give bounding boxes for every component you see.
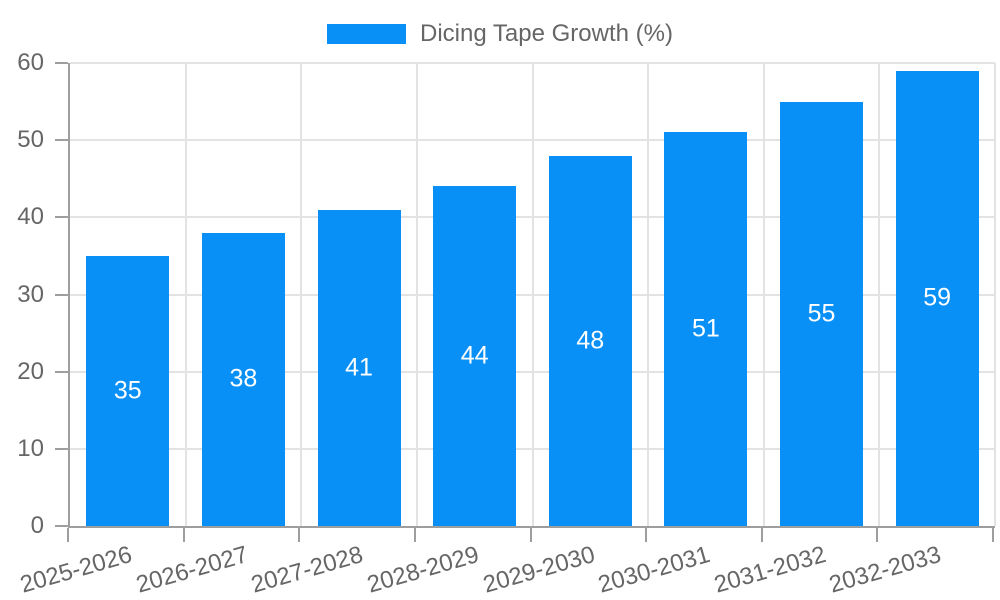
bar-value-label: 48 xyxy=(576,326,605,355)
y-axis-tick xyxy=(55,447,68,450)
bar-2027-2028[interactable]: 41 xyxy=(317,209,401,526)
bar-value-label: 35 xyxy=(113,376,142,405)
y-axis-tick xyxy=(55,525,68,527)
bar-value-label: 51 xyxy=(692,314,720,343)
x-axis-label-2032-2033: 2032-2033 xyxy=(826,541,945,599)
y-axis-tick xyxy=(55,139,68,142)
bar-value-label: 59 xyxy=(923,283,952,312)
legend-label: Dicing Tape Growth (%) xyxy=(420,20,673,47)
x-axis-tick xyxy=(67,528,69,542)
x-axis-tick xyxy=(298,528,301,542)
y-axis-tick-label: 30 xyxy=(17,280,44,308)
bar-value-label: 41 xyxy=(345,353,373,382)
x-axis-label-2031-2032: 2031-2032 xyxy=(710,541,829,599)
bar-2026-2027[interactable]: 38 xyxy=(201,232,285,526)
y-axis-tick-label: 10 xyxy=(17,434,44,462)
x-axis-label-2026-2027: 2026-2027 xyxy=(132,541,251,599)
gridline-x-6 xyxy=(762,63,765,526)
x-axis-tick xyxy=(876,528,879,542)
gridline-x-3 xyxy=(415,63,418,526)
x-axis-tick xyxy=(992,528,994,542)
y-axis-tick xyxy=(55,62,68,64)
y-axis-tick-label: 50 xyxy=(17,126,44,154)
bar-2032-2033[interactable]: 59 xyxy=(895,70,979,526)
gridline-x-1 xyxy=(184,63,187,526)
x-axis-label-2025-2026: 2025-2026 xyxy=(17,541,135,599)
gridline-x-4 xyxy=(531,63,534,526)
x-axis-label-2029-2030: 2029-2030 xyxy=(479,541,598,599)
legend[interactable]: Dicing Tape Growth (%) xyxy=(0,21,1000,47)
y-axis-tick xyxy=(55,370,68,373)
x-axis-label-2030-2031: 2030-2031 xyxy=(595,541,714,599)
gridline-x-5 xyxy=(647,63,650,526)
bar-2031-2032[interactable]: 55 xyxy=(780,101,864,526)
x-axis-tick xyxy=(413,528,416,542)
x-axis-label-2028-2029: 2028-2029 xyxy=(364,541,482,599)
bar-value-label: 38 xyxy=(229,364,258,393)
bar-2030-2031[interactable]: 51 xyxy=(664,132,748,526)
x-axis-tick xyxy=(760,528,763,542)
x-axis-tick xyxy=(645,528,648,542)
bar-2025-2026[interactable]: 35 xyxy=(86,255,170,526)
bar-2028-2029[interactable]: 44 xyxy=(433,186,517,526)
x-axis-label-2027-2028: 2027-2028 xyxy=(248,541,367,599)
gridline-x-8 xyxy=(994,63,996,526)
y-axis-tick-label: 20 xyxy=(17,357,44,385)
gridline-x-2 xyxy=(300,63,303,526)
y-axis-tick-label: 60 xyxy=(17,49,44,76)
y-axis-tick-label: 40 xyxy=(17,203,44,231)
bar-value-label: 44 xyxy=(460,341,489,370)
y-axis-tick xyxy=(55,216,68,219)
x-axis-tick xyxy=(182,528,185,542)
plot-area: 35 38 41 44 48 51 55 59 xyxy=(68,62,996,528)
x-axis-tick xyxy=(529,528,532,542)
bar-2029-2030[interactable]: 48 xyxy=(548,155,632,526)
bar-value-label: 55 xyxy=(807,299,836,328)
gridline-x-7 xyxy=(878,63,881,526)
y-axis-tick xyxy=(55,293,68,296)
y-axis-tick-label: 0 xyxy=(30,512,44,539)
legend-swatch-icon xyxy=(327,24,406,44)
